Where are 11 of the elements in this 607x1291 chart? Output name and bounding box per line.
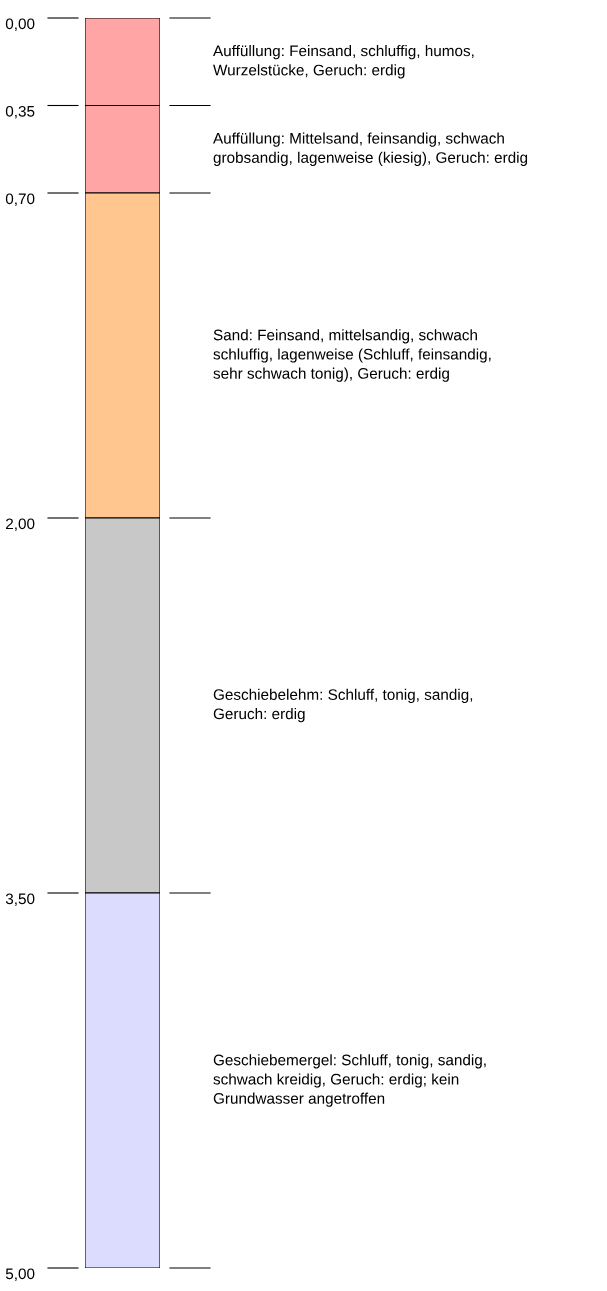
y-tick-label: 0,00 [5, 18, 35, 32]
y-tick-label: 0,70 [5, 193, 35, 207]
text: Sand: Feinsand, mittelsandig, schwach schluffig, lagenweise (Schluff, feinsandig, sehr schwach tonig), Geruch: erdig [213, 329, 491, 382]
text: Geschiebelehm: Schluff, tonig, sandig, Geruch: erdig [213, 688, 473, 723]
text: Auffüllung: Feinsand, schluffig, humos, Wurzelstücke, Geruch: erdig [213, 45, 474, 79]
y-tick-label: 5,00 [5, 1268, 35, 1282]
y-tick-label: 0,35 [5, 105, 35, 119]
text: Auffüllung: Mittelsand, feinsandig, schwach grobsandig, lagenweise (kiesig), Geruch: erdig [213, 132, 528, 166]
y-tick-label: 2,00 [6, 518, 35, 532]
text: Geschiebemergel: Schluff, tonig, sandig, schwach kreidig, Geruch: erdig; kein Grundwasser angetroffen [213, 1054, 486, 1107]
y-tick-label: 3,50 [5, 893, 35, 907]
